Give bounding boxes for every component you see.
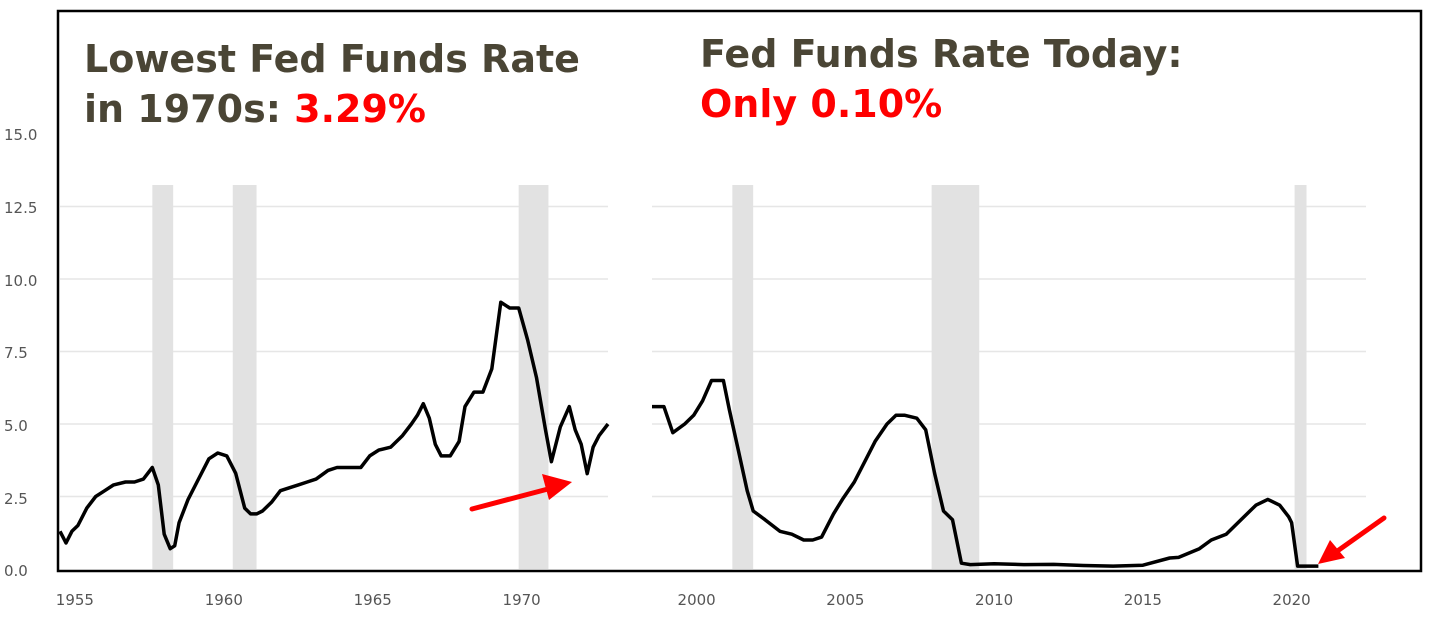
recession-band bbox=[232, 185, 257, 569]
y-tick-label: 0.0 bbox=[4, 562, 28, 580]
right-gridlines bbox=[652, 205, 1366, 498]
left-rate-line bbox=[58, 300, 610, 551]
x-tick-label: 2010 bbox=[975, 591, 1013, 609]
left-panel-1955-1972: 1955 1960 1965 1970 bbox=[56, 185, 610, 609]
right-x-axis-ticks: 2000 2005 2010 2015 2020 bbox=[678, 591, 1311, 609]
left-headline-line1: Lowest Fed Funds Rate bbox=[84, 37, 580, 81]
right-rate-line bbox=[652, 378, 1319, 568]
x-tick-label: 2020 bbox=[1273, 591, 1311, 609]
x-tick-label: 2000 bbox=[678, 591, 716, 609]
x-tick-label: 1960 bbox=[205, 591, 243, 609]
x-tick-label: 2005 bbox=[826, 591, 864, 609]
y-tick-label: 7.5 bbox=[4, 344, 28, 362]
right-panel-1998-2021: 2000 2005 2010 2015 2020 bbox=[652, 185, 1366, 609]
y-tick-label: 5.0 bbox=[4, 417, 28, 435]
recession-band bbox=[518, 185, 549, 569]
chart-frame bbox=[56, 9, 1423, 573]
x-tick-label: 1970 bbox=[503, 591, 541, 609]
right-red-arrow bbox=[1318, 515, 1387, 564]
recession-band bbox=[152, 185, 174, 569]
y-tick-label: 2.5 bbox=[4, 490, 28, 508]
left-recession-bands bbox=[152, 185, 549, 569]
recession-band bbox=[1294, 185, 1307, 569]
left-x-axis-ticks: 1955 1960 1965 1970 bbox=[56, 591, 541, 609]
x-tick-label: 1955 bbox=[56, 591, 94, 609]
y-tick-label: 15.0 bbox=[4, 126, 37, 144]
right-recession-bands bbox=[732, 185, 1307, 569]
y-axis-ticks: 0.0 2.5 5.0 7.5 10.0 12.5 15.0 bbox=[4, 126, 37, 580]
recession-band bbox=[931, 185, 980, 569]
left-headline-line2: in 1970s: 3.29% bbox=[84, 87, 426, 131]
left-headline: Lowest Fed Funds Rate in 1970s: 3.29% bbox=[84, 37, 580, 131]
right-headline: Fed Funds Rate Today: Only 0.10% bbox=[700, 32, 1183, 126]
right-headline-value: Only 0.10% bbox=[700, 82, 942, 126]
y-tick-label: 12.5 bbox=[4, 199, 37, 217]
left-headline-prefix: in 1970s: bbox=[84, 87, 294, 131]
y-tick-label: 10.0 bbox=[4, 272, 37, 290]
x-tick-label: 2015 bbox=[1124, 591, 1162, 609]
right-headline-line1: Fed Funds Rate Today: bbox=[700, 32, 1183, 76]
x-tick-label: 1965 bbox=[354, 591, 392, 609]
recession-band bbox=[732, 185, 754, 569]
left-headline-value: 3.29% bbox=[294, 87, 426, 131]
left-red-arrow bbox=[469, 474, 572, 512]
